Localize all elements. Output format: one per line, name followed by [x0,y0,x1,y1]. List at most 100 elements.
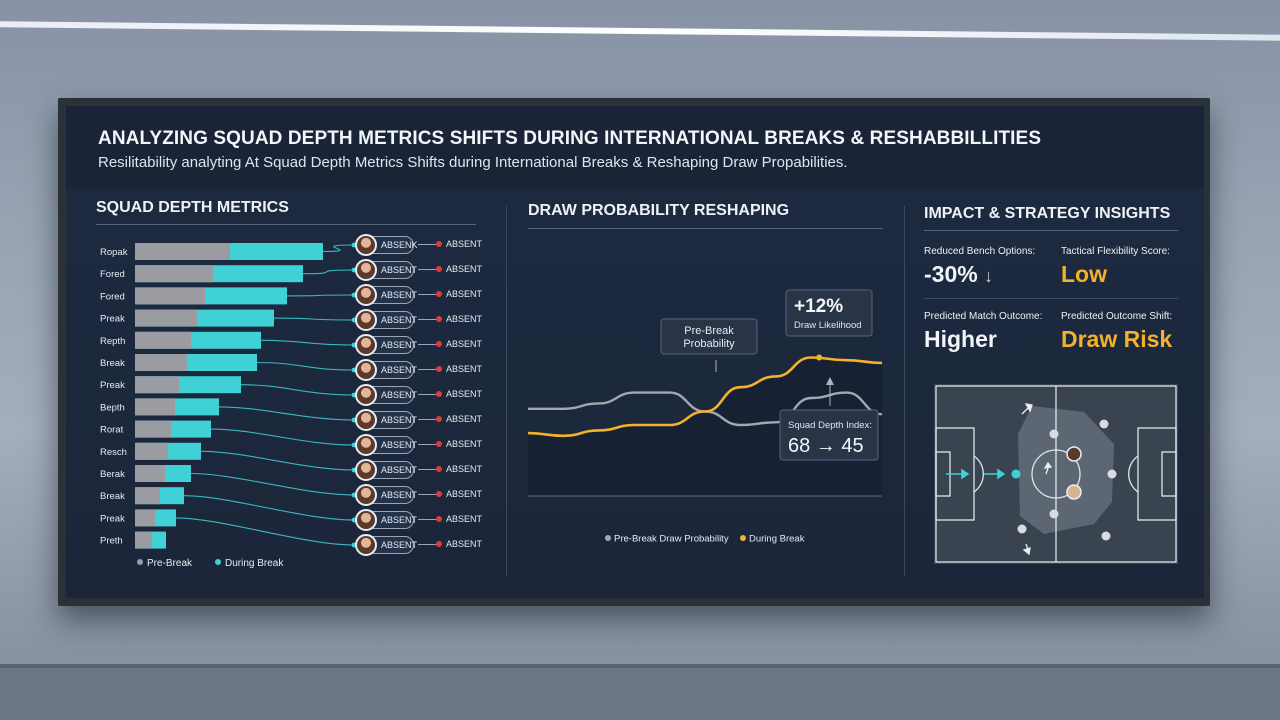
draw-prob-rule [528,228,883,229]
bar-pre-break [135,487,160,505]
squad-depth-rule [96,224,476,225]
player-marker [1049,429,1059,439]
pass-arrows [1021,403,1053,556]
legend-pre-break-label: Pre-Break Draw Probability [614,534,729,545]
absent-status-dot [436,416,442,422]
absent-player-tag: ABSENT [355,334,418,356]
bar-pre-break [135,243,230,260]
absent-row: ABSENT ABSENT [355,434,496,456]
draw-probability-chart: Pre-Break Probability +12% Draw Likelihood S… [527,289,883,545]
connector-line [218,406,355,421]
bar-category-label: Break [100,358,125,369]
absent-status-dot [436,491,442,497]
absent-status-label: ABSENT [446,339,483,349]
absent-tag-label: ABSENT [381,315,418,325]
absent-player-tag: ABSENT [355,459,417,481]
wall-stripe [0,21,1280,41]
absent-row: ABSENT ABSENT [355,334,496,356]
bar-pre-break [135,531,152,549]
movement-arrows [946,468,1006,480]
absent-status-dot [436,541,442,547]
absent-status-label: ABSENT [446,289,483,299]
absent-row: ABSENT ABSENT [355,534,496,556]
absent-tag-label: ABSENK [381,240,418,250]
match-outcome-value: Higher [924,326,997,352]
player-marker [1017,524,1027,534]
absent-status-label: ABSENT [446,439,483,449]
absent-status-dot [436,341,442,347]
player-marker [1101,531,1111,541]
absent-status-label: ABSENT [446,364,483,374]
connector-line [210,428,355,446]
bar-category-label: Fored [100,269,125,280]
index-label: Squad Depth Index: [788,420,872,431]
absent-status-label: ABSENT [446,264,483,274]
absent-row: ABSENT ABSENT [355,284,496,306]
absent-row: ABSENT ABSENT [355,409,496,431]
player-avatar [355,459,377,481]
header-band [66,106,1204,188]
absent-tag-label: ABSENT [381,390,418,400]
player-avatar [355,384,377,406]
bar-pre-break [135,509,155,527]
connector-line [286,294,355,297]
arrow-right-icon [418,419,436,420]
absent-tag-label: ABSENT [381,265,418,275]
pressure-zone [1018,406,1114,534]
during-break-area [528,357,882,496]
arrow-right-icon [418,244,436,245]
absent-row: ABSENT ABSENT [355,384,496,406]
absent-status-dot [436,241,442,247]
player-marker [1107,469,1117,479]
pre-break-annotation-box [660,318,758,355]
absent-tag-label: ABSENT [381,440,418,450]
arrow-right-icon [418,369,436,370]
arrow-right-icon [418,544,436,545]
left-penalty-arc [973,455,984,493]
bench-options-value: -30% ↓ [924,261,994,287]
pitch-players [1011,419,1117,541]
absent-row: ABSENT ABSENT [355,509,496,531]
absent-player-tag: ABSENK [355,234,418,256]
legend-during-break-label: During Break [225,558,284,569]
arrow-right-icon [418,469,436,470]
index-value: 68 → 45 [788,435,864,457]
impact-rule [924,230,1178,231]
floor-edge [0,664,1280,669]
draw-prob-title: DRAW PROBABILITY RESHAPING [528,202,790,219]
player-avatar [355,409,377,431]
player-avatar [355,534,377,556]
page-title: ANALYZING SQUAD DEPTH METRICS SHIFTS DUR… [98,128,1042,149]
absent-status-dot [436,441,442,447]
absent-tag-label: ABSENT [381,515,418,525]
bar-category-label: Bepth [100,402,125,413]
absent-row: ABSENT ABSENT [355,484,496,506]
connector-line [302,269,355,275]
increase-annotation-box [785,289,873,337]
bar-pre-break [135,442,168,460]
absent-status-label: ABSENT [446,414,483,424]
right-penalty-arc [1128,455,1139,493]
pre-break-annotation-text: Pre-Break Probability [683,325,735,350]
absent-player-tag: ABSENT [355,384,418,406]
absent-player-tag: ABSENT [355,434,418,456]
absent-tag-label: ABSENT [381,290,418,300]
absent-status-dot [436,391,442,397]
player-avatar [355,434,377,456]
connector-line [260,339,355,346]
bar-pre-break [135,376,179,394]
index-annotation-box [779,409,879,461]
bar-category-label: Preak [100,380,125,391]
absent-tag-label: ABSENT [381,340,418,350]
pre-break-annotation-line: Pre-Break [684,325,734,337]
absent-status-dot [436,316,442,322]
player-avatar [355,284,377,306]
connector-line [256,361,355,371]
bar-category-label: Berak [100,469,125,480]
legend-during-break-label: During Break [749,534,805,545]
arrow-right-icon [418,394,436,395]
index-pointer-head [826,377,834,385]
bar-category-label: Ropak [100,247,128,258]
player-avatar [1066,446,1082,462]
absent-status-label: ABSENT [446,464,483,474]
